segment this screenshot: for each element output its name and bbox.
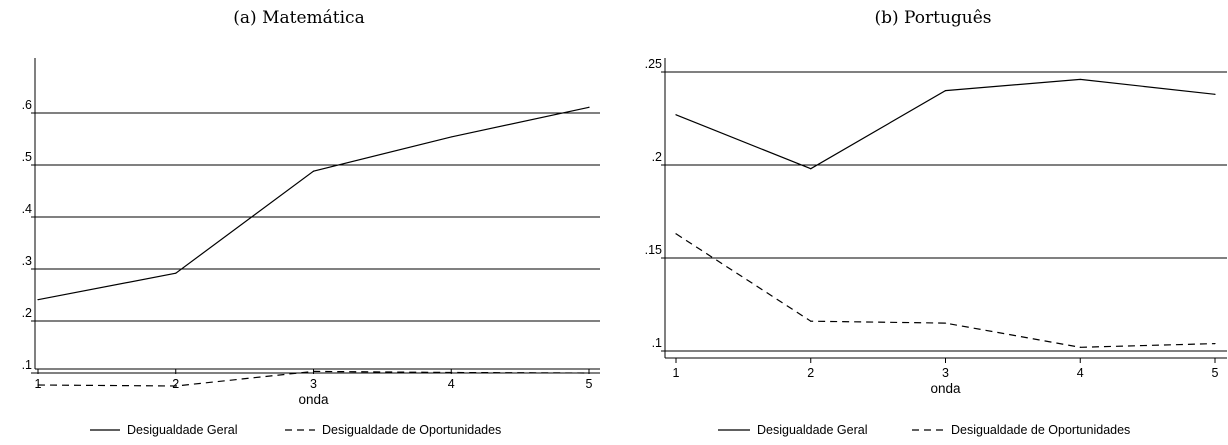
data-point bbox=[37, 299, 39, 301]
y-tick-label: .15 bbox=[645, 243, 662, 257]
y-tick-label: .4 bbox=[22, 202, 32, 216]
y-tick-label: .1 bbox=[22, 358, 32, 372]
data-point bbox=[810, 168, 812, 170]
data-point bbox=[312, 370, 315, 373]
y-tick-label: .5 bbox=[22, 150, 32, 164]
y-tick-label: .3 bbox=[22, 254, 32, 268]
data-point bbox=[175, 272, 177, 274]
data-point bbox=[312, 170, 315, 172]
chart-title: (a) Matemática bbox=[233, 8, 364, 28]
data-point bbox=[675, 114, 677, 116]
series-line-1 bbox=[37, 106, 590, 301]
y-tick-label: .6 bbox=[22, 98, 32, 112]
series-line-1 bbox=[675, 78, 1216, 170]
x-tick-label: 5 bbox=[1212, 366, 1219, 380]
data-point bbox=[588, 106, 590, 108]
series-line-2 bbox=[675, 233, 1216, 348]
data-point bbox=[1214, 93, 1216, 95]
legend-label: Desigualdade de Oportunidades bbox=[322, 423, 501, 437]
legend-label: Desigualdade de Oportunidades bbox=[951, 423, 1130, 437]
y-tick-label: .2 bbox=[652, 150, 662, 164]
y-tick-label: .2 bbox=[22, 306, 32, 320]
x-tick-label: 1 bbox=[35, 377, 42, 391]
data-point bbox=[588, 372, 590, 374]
x-tick-label: 5 bbox=[586, 377, 593, 391]
data-point bbox=[175, 385, 177, 387]
y-tick-label: .1 bbox=[652, 336, 662, 350]
data-point bbox=[944, 322, 947, 324]
x-axis-label: onda bbox=[930, 381, 961, 396]
y-tick-label: .25 bbox=[645, 57, 662, 71]
data-point bbox=[37, 384, 39, 386]
data-point bbox=[1214, 342, 1216, 345]
legend: Desigualdade Geral Desigualdade de Oportu… bbox=[90, 423, 501, 437]
data-point bbox=[1079, 78, 1081, 81]
x-axis-label: onda bbox=[298, 392, 329, 407]
chart-panel-2: (b) Português .1 .15 .2 .25 1 2 3 4 5 onda Desigual… bbox=[645, 8, 1227, 437]
x-tick-label: 3 bbox=[310, 377, 317, 391]
chart-panel-1: (a) Matemática .1 .2 .3 .4 .5 .6 1 2 3 4 5 onda Desig… bbox=[22, 8, 600, 437]
x-tick-label: 2 bbox=[807, 366, 814, 380]
data-point bbox=[450, 136, 452, 138]
legend: Desigualdade Geral Desigualdade de Oportu… bbox=[718, 423, 1130, 437]
x-tick-label: 3 bbox=[942, 366, 949, 380]
data-point bbox=[944, 90, 947, 92]
x-tick-label: 2 bbox=[172, 377, 179, 391]
legend-label: Desigualdade Geral bbox=[757, 423, 868, 437]
x-tick-label: 1 bbox=[673, 366, 680, 380]
data-point bbox=[450, 371, 452, 374]
chart-title: (b) Português bbox=[874, 8, 991, 28]
x-tick-label: 4 bbox=[448, 377, 455, 391]
data-point bbox=[810, 320, 812, 322]
legend-label: Desigualdade Geral bbox=[127, 423, 238, 437]
data-point bbox=[1079, 346, 1081, 348]
x-tick-label: 4 bbox=[1077, 366, 1084, 380]
data-point bbox=[675, 233, 677, 235]
